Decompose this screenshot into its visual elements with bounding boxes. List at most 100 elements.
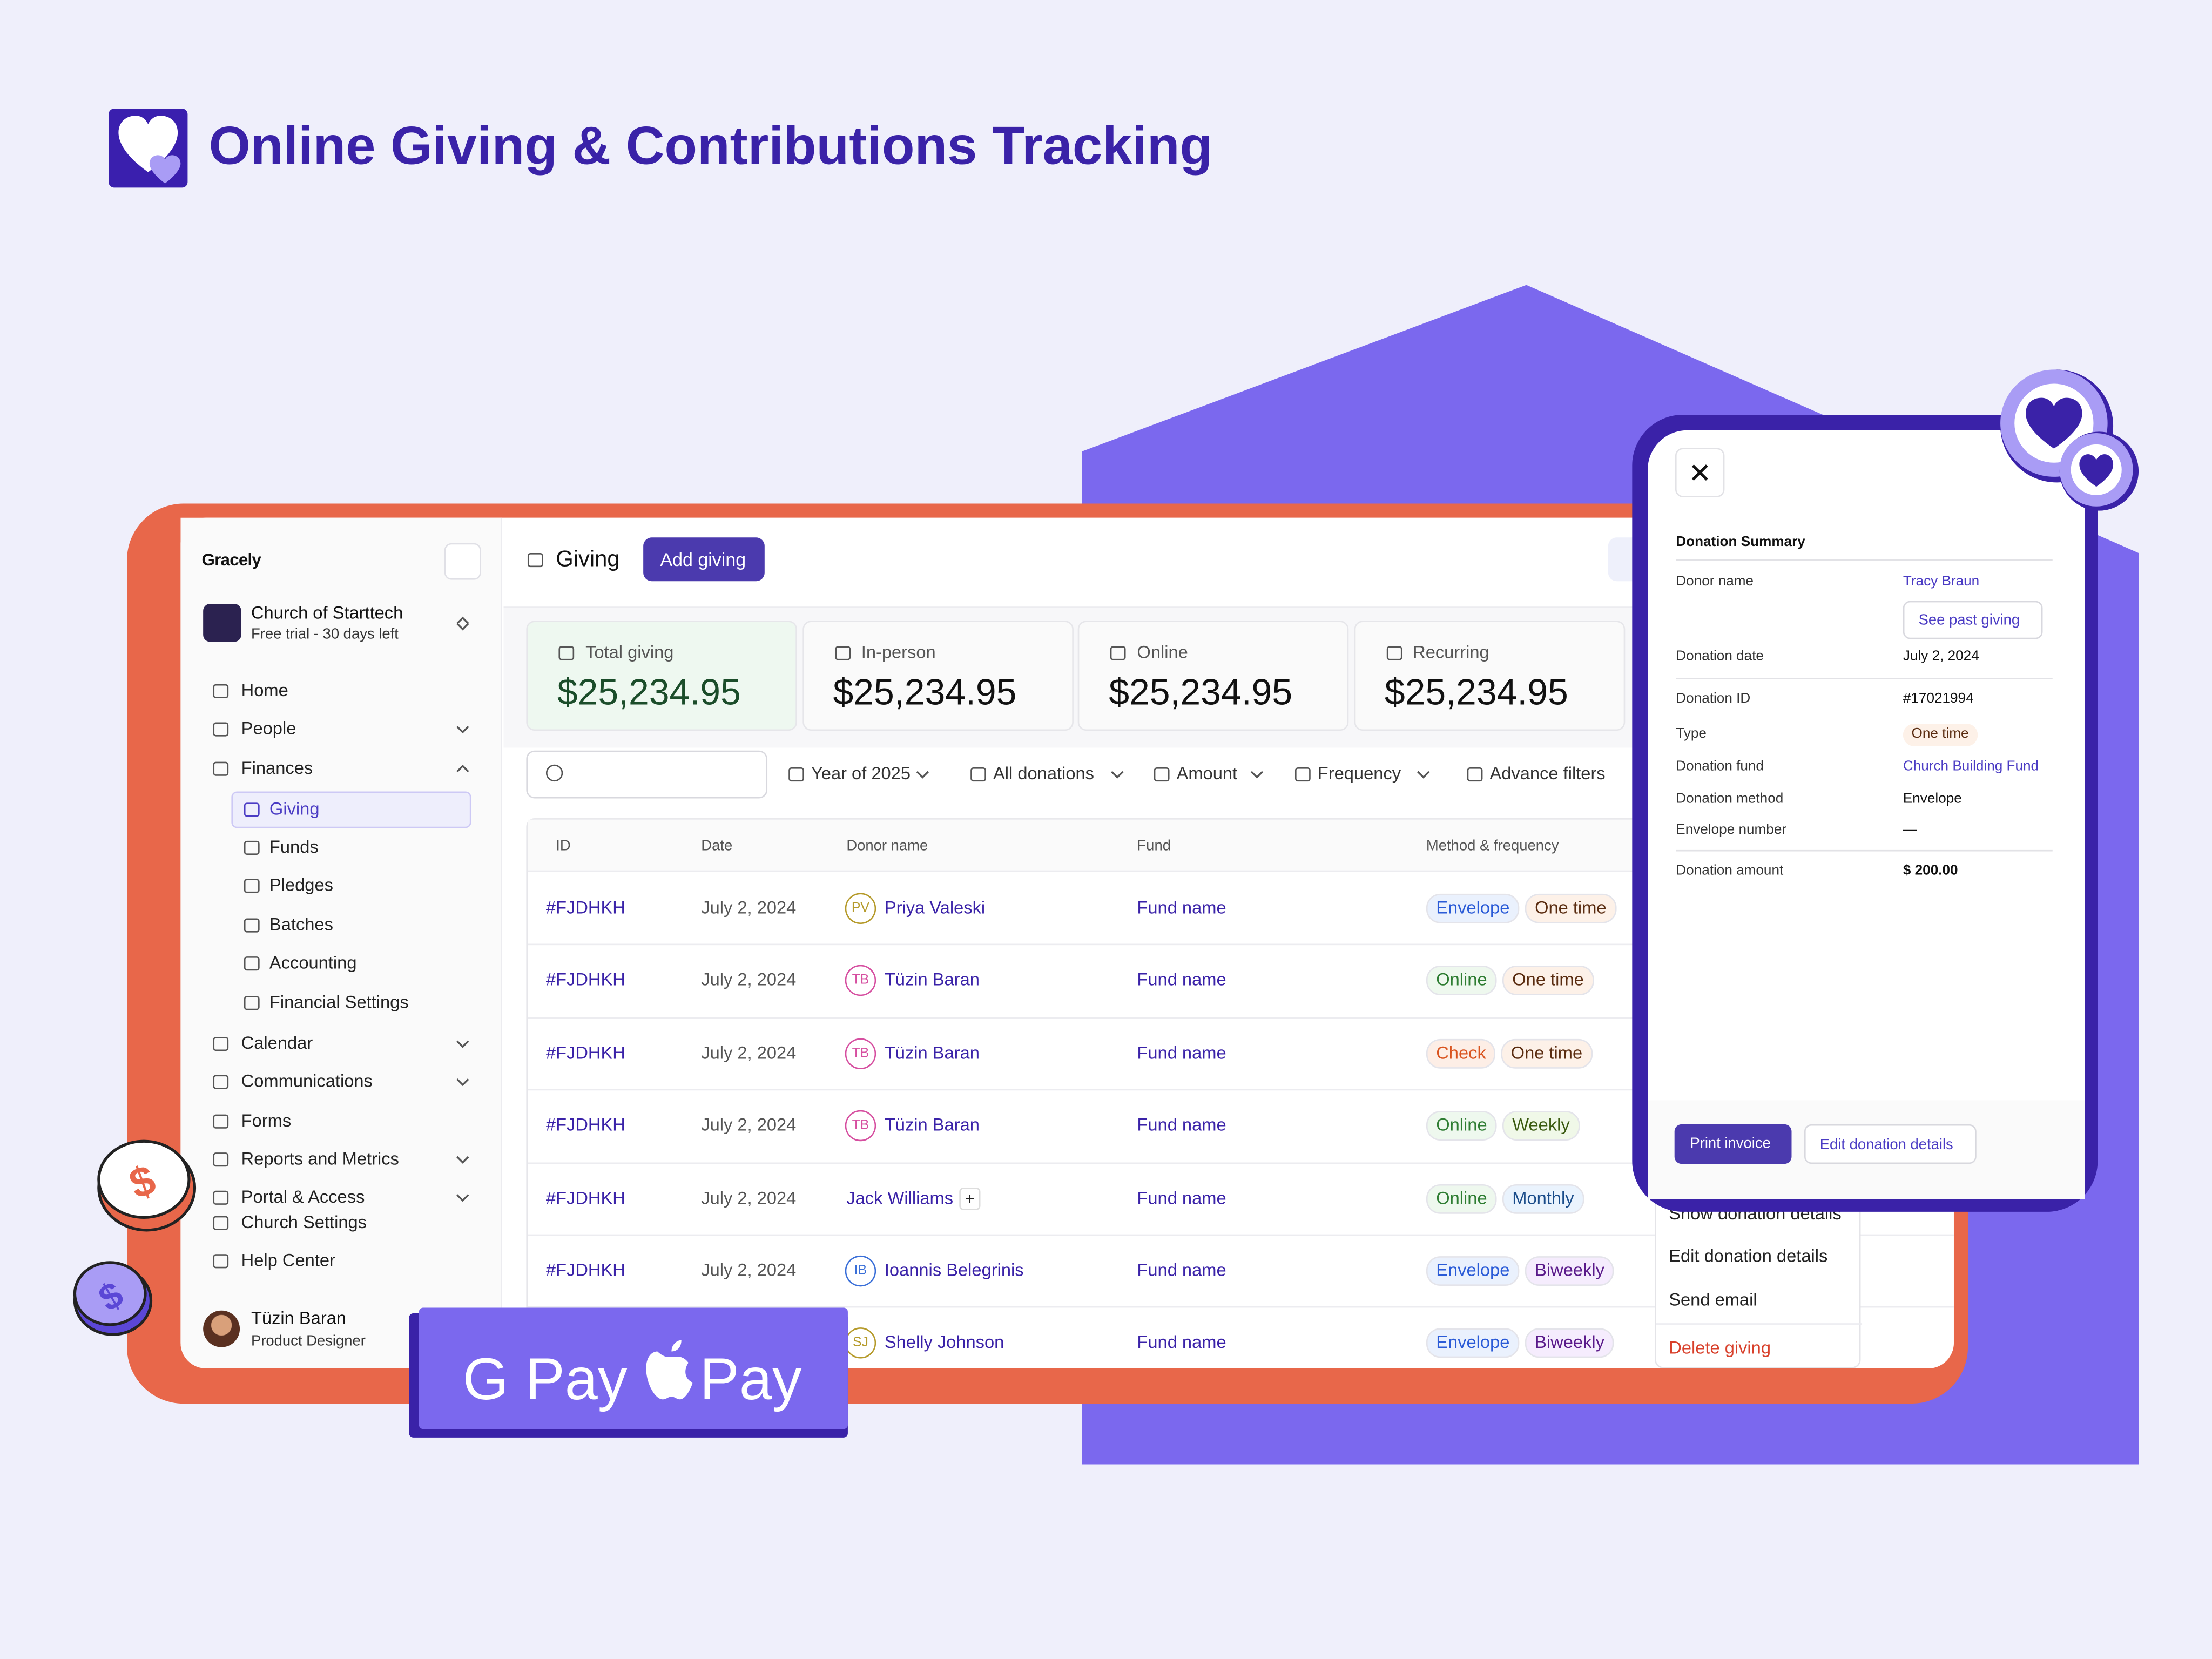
cell-fund[interactable]: Fund name	[1137, 1043, 1226, 1063]
panel-title: Donation Summary	[1676, 535, 1805, 550]
search-box[interactable]	[526, 750, 768, 799]
row-divider	[527, 944, 1954, 946]
icon	[244, 956, 260, 971]
add-button[interactable]: Add giving	[643, 537, 765, 582]
subnav-item[interactable]: Funds	[269, 837, 319, 857]
filter[interactable]: Advance filters	[1489, 764, 1606, 784]
method-badge: Online	[1426, 1183, 1497, 1213]
cell-date: July 2, 2024	[701, 1043, 797, 1063]
cell-donor[interactable]: Jack Williams	[846, 1188, 954, 1208]
chevron	[1417, 771, 1430, 779]
cell-date: July 2, 2024	[701, 970, 797, 990]
stat-card: Total giving $25,234.95	[526, 621, 797, 731]
field-label: Donation fund	[1676, 759, 1764, 775]
subnav-item[interactable]: Financial Settings	[269, 992, 409, 1013]
cell-donor[interactable]: Tüzin Baran	[884, 1043, 980, 1063]
chevron	[456, 1078, 469, 1087]
cell-donor[interactable]: Tüzin Baran	[884, 970, 980, 990]
row-divider	[527, 1016, 1954, 1019]
nav-item[interactable]: Portal & Access	[241, 1187, 365, 1207]
column-header: Fund	[1137, 837, 1171, 854]
icon	[213, 1216, 229, 1230]
field-value: Church Building Fund	[1903, 759, 2039, 775]
cell-donor[interactable]: Ioannis Belegrinis	[884, 1260, 1024, 1280]
sidebar: Gracely Church of Starttech Free trial - 3…	[180, 517, 502, 1368]
icon	[213, 1254, 229, 1269]
chevron	[456, 616, 469, 624]
cell-id[interactable]: #FJDHKH	[545, 1115, 625, 1136]
cell-id[interactable]: #FJDHKH	[545, 1043, 625, 1063]
filter[interactable]: Frequency	[1317, 764, 1401, 784]
cell-id[interactable]: #FJDHKH	[545, 970, 625, 990]
nav-item[interactable]: Help Center	[241, 1250, 335, 1271]
subnav-item[interactable]: Accounting	[269, 953, 357, 973]
nav-item[interactable]: Reports and Metrics	[241, 1149, 399, 1169]
nav-item[interactable]: Church Settings	[241, 1212, 367, 1232]
apple-pay: Pay	[699, 1345, 802, 1412]
frequency-badge: One time	[1525, 893, 1616, 923]
method-badge: Envelope	[1426, 893, 1520, 923]
subnav-item[interactable]: Giving	[269, 799, 320, 819]
cell-id[interactable]: #FJDHKH	[545, 1260, 625, 1280]
cell-fund[interactable]: Fund name	[1137, 898, 1226, 918]
subnav-item[interactable]: Batches	[269, 915, 333, 935]
cell-id[interactable]: #FJDHKH	[545, 1188, 625, 1208]
initials: TB	[845, 1110, 876, 1142]
frequency-badge: Monthly	[1502, 1183, 1584, 1213]
nav-item[interactable]: Forms	[241, 1111, 292, 1131]
subnav-item[interactable]: Pledges	[269, 875, 333, 895]
cell-donor[interactable]: Priya Valeski	[884, 898, 986, 918]
initials: PV	[845, 893, 876, 924]
cell-fund[interactable]: Fund name	[1137, 970, 1226, 990]
field-value: #17021994	[1903, 691, 1974, 707]
filter[interactable]: Year of 2025	[811, 764, 911, 784]
nav-item[interactable]: Communications	[241, 1071, 373, 1091]
chevron	[1250, 771, 1264, 779]
initials: IB	[845, 1255, 876, 1287]
icon	[970, 767, 986, 782]
section-title: Giving	[556, 548, 620, 572]
cell-id[interactable]: #FJDHKH	[545, 898, 625, 918]
cell-fund[interactable]: Fund name	[1137, 1188, 1226, 1208]
cell-fund[interactable]: Fund name	[1137, 1333, 1226, 1353]
cell-donor[interactable]: Tüzin Baran	[884, 1115, 980, 1136]
nav-item[interactable]: Home	[241, 680, 288, 700]
icon	[213, 1075, 229, 1089]
icon	[244, 802, 260, 817]
cell-donor[interactable]: Shelly Johnson	[884, 1333, 1004, 1353]
user-role: Product Designer	[251, 1332, 366, 1350]
see-past-button[interactable]: See past giving	[1903, 601, 2043, 639]
filter[interactable]: Amount	[1176, 764, 1238, 784]
nav-item[interactable]: Finances	[241, 758, 313, 778]
chevron	[456, 1040, 469, 1048]
menu-item[interactable]: Show donation details	[1669, 1204, 1842, 1224]
menu-item[interactable]: Edit donation details	[1669, 1246, 1828, 1266]
icon	[244, 879, 260, 893]
icon	[213, 684, 229, 699]
icon	[213, 1114, 229, 1129]
org-name: Church of Starttech	[251, 603, 403, 623]
cell-fund[interactable]: Fund name	[1137, 1115, 1226, 1136]
collapse-button[interactable]	[444, 543, 481, 580]
cell-date: July 2, 2024	[701, 898, 797, 918]
frequency-badge: One time	[1502, 966, 1594, 996]
donation-panel: Donation Summary Donor name Tracy Braun Don…	[1648, 430, 2085, 1199]
stat-card: Recurring $25,234.95	[1353, 621, 1624, 731]
nav-item[interactable]: People	[241, 718, 296, 739]
field-value: One time	[1903, 724, 1978, 746]
column-header: Method & frequency	[1426, 837, 1559, 854]
edit-button[interactable]: Edit donation details	[1804, 1124, 1977, 1164]
cell-fund[interactable]: Fund name	[1137, 1260, 1226, 1280]
field-value: July 2, 2024	[1903, 649, 1979, 665]
nav-item[interactable]: Calendar	[241, 1033, 313, 1054]
menu-item[interactable]: Delete giving	[1669, 1338, 1771, 1358]
field-label: Envelope number	[1676, 822, 1787, 838]
menu-item[interactable]: Send email	[1669, 1290, 1757, 1310]
print-button[interactable]: Print invoice	[1674, 1124, 1792, 1164]
field-value: Tracy Braun	[1903, 574, 1980, 590]
filter[interactable]: All donations	[993, 764, 1094, 784]
add-tag[interactable]: +	[959, 1186, 981, 1210]
icon	[527, 552, 543, 568]
field-label: Donation method	[1676, 791, 1784, 807]
